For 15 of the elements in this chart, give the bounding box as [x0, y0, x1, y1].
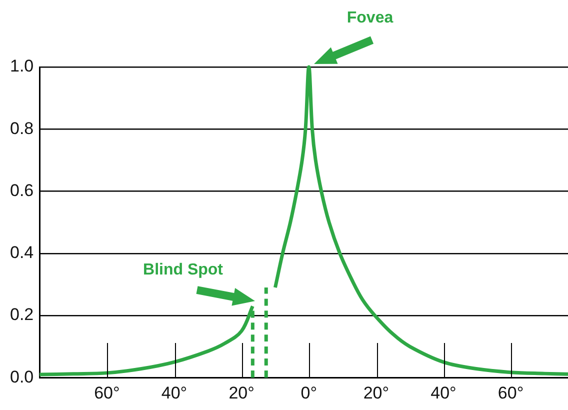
x-tick-label: 40°: [161, 383, 188, 402]
x-tick-label: 40°: [430, 383, 456, 402]
y-tick-label: 0.0: [10, 367, 34, 386]
y-tick-label: 1.0: [10, 56, 34, 76]
x-tick-label: 60°: [94, 383, 120, 402]
x-tick-label: 0°: [300, 383, 317, 402]
text: Fovea: [346, 9, 394, 26]
x-tick-label: 20°: [363, 383, 390, 402]
annotation: Blind Spot: [143, 261, 224, 278]
y-tick-label: 0.2: [10, 305, 34, 324]
x-tick-label: 60°: [498, 383, 524, 402]
y-tick-label: 0.4: [10, 243, 34, 262]
y-tick-label: 0.8: [10, 118, 34, 138]
y-tick-label: 0.6: [10, 180, 34, 200]
x-tick-label: 20°: [228, 383, 254, 402]
